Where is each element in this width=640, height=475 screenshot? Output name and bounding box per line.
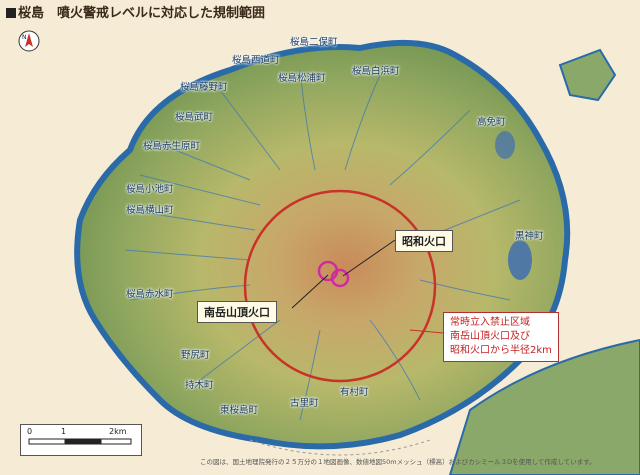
town-label-kurokami: 黒神町 — [515, 231, 544, 242]
neighbor-island — [558, 48, 617, 102]
town-label-furusato: 古里町 — [290, 398, 319, 409]
river-lines — [124, 69, 521, 421]
scale-bar-graphic — [28, 438, 132, 445]
restriction-circle-2km — [243, 189, 437, 383]
svg-text:N: N — [22, 34, 27, 41]
scale-label-2km: 2km — [109, 427, 127, 436]
town-label-higashisakurajima: 東桜島町 — [220, 405, 259, 416]
town-label-mochiki: 持木町 — [185, 380, 214, 391]
town-label-fujino: 桜島藤野町 — [180, 82, 228, 93]
page-title: 桜島 噴火警戒レベルに対応した規制範囲 — [6, 2, 265, 22]
town-label-akamizu-harubara: 桜島赤生原町 — [143, 141, 201, 152]
town-label-shirahama: 桜島白浜町 — [352, 66, 400, 77]
town-label-yokoyama: 桜島横山町 — [126, 205, 174, 216]
leader-line-showa — [342, 239, 396, 277]
zone-note-line-2: 南岳山頂火口及び — [450, 331, 530, 342]
scale-bar: 0 1 2km — [20, 424, 142, 456]
town-label-nojiri: 野尻町 — [181, 350, 210, 361]
sakurajima-map — [0, 22, 640, 475]
zone-note-line-1: 常時立入禁止区域 — [450, 317, 530, 328]
scale-label-0: 0 — [27, 427, 33, 436]
town-label-nishimichi: 桜島西道町 — [232, 55, 280, 66]
showa-crater-marker — [330, 268, 350, 288]
leader-line-zone — [409, 329, 444, 334]
town-label-takamen: 高免町 — [477, 117, 506, 128]
zone-note-line-3: 昭和火口から半径2km — [450, 345, 552, 356]
restriction-zone-note: 常時立入禁止区域 南岳山頂火口及び 昭和火口から半径2km — [443, 312, 559, 362]
town-label-akamizu: 桜島赤水町 — [126, 289, 174, 300]
town-label-arimura: 有村町 — [340, 387, 369, 398]
title-text: 桜島 噴火警戒レベルに対応した規制範囲 — [18, 6, 266, 21]
kurokami-inlet — [508, 240, 532, 280]
takamen-inlet — [495, 131, 515, 159]
leader-line-minamidake — [291, 274, 329, 309]
showa-crater-label: 昭和火口 — [395, 230, 453, 252]
town-label-koike: 桜島小池町 — [126, 184, 174, 195]
town-label-take: 桜島武町 — [175, 112, 214, 123]
map-credit: この図は、国土地理院発行の２５万分の１地図画像、数値地図50mメッシュ（標高）お… — [200, 458, 596, 466]
minamidake-crater-label: 南岳山頂火口 — [197, 301, 277, 323]
bullet-square-icon — [6, 8, 16, 18]
north-arrow-icon: N — [18, 30, 40, 52]
outer-dashed-arc — [249, 439, 431, 456]
town-label-nimata: 桜島二俣町 — [290, 37, 338, 48]
scale-label-1: 1 — [61, 427, 67, 436]
town-label-matsuura: 桜島松浦町 — [278, 73, 326, 84]
